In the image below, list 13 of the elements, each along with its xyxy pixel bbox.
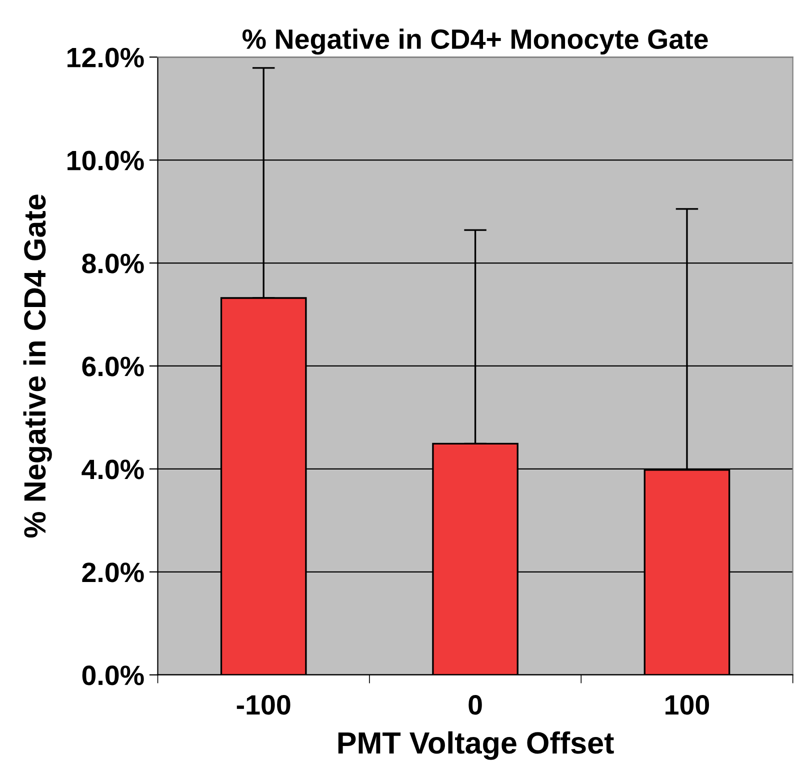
y-tick-label: 2.0% <box>82 562 144 582</box>
y-tick-label: 6.0% <box>82 356 144 376</box>
x-axis-title: PMT Voltage Offset <box>338 731 614 760</box>
x-tick-label: 100 <box>666 695 710 715</box>
x-tick-label: -100 <box>236 695 290 715</box>
x-tick-label: 0 <box>468 695 482 715</box>
y-tick-label: 8.0% <box>82 254 144 274</box>
y-tick-label: 12.0% <box>68 48 144 68</box>
y-tick-label: 4.0% <box>82 460 144 480</box>
y-tick-label: 10.0% <box>68 150 144 170</box>
y-axis-title: % Negative in CD4 Gate <box>23 194 52 538</box>
chart-title: % Negative in CD4+ Monocyte Gate <box>242 28 708 55</box>
y-tick-label: 0.0% <box>82 666 144 686</box>
